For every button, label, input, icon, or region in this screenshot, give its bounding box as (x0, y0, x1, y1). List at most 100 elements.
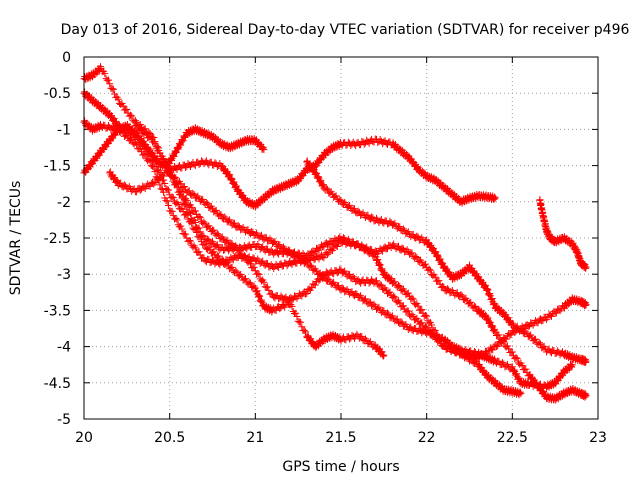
data-point-marker (182, 163, 190, 171)
data-point-marker (293, 312, 301, 320)
data-point-marker (101, 70, 109, 78)
data-point-marker (395, 242, 403, 250)
data-point-marker (227, 174, 235, 182)
data-point-marker (257, 297, 265, 305)
data-point-marker (221, 213, 229, 221)
data-point-marker (245, 278, 253, 286)
data-point-marker (216, 210, 224, 218)
data-point-marker (213, 241, 221, 249)
data-point-marker (516, 388, 524, 396)
data-point-marker (395, 281, 403, 289)
data-point-marker (104, 76, 112, 84)
data-point-marker (283, 262, 291, 270)
data-point-marker (272, 306, 280, 314)
data-point-marker (310, 256, 318, 264)
data-point-marker (361, 335, 369, 343)
data-point-marker (196, 228, 204, 236)
data-point-marker (335, 282, 343, 290)
data-point-marker (346, 201, 354, 209)
data-point-marker (234, 222, 242, 230)
data-point-marker (336, 265, 344, 273)
x-axis-label: GPS time / hours (282, 459, 399, 475)
data-point-marker (398, 244, 406, 252)
data-point-marker (552, 309, 560, 317)
data-point-marker (368, 213, 376, 221)
data-point-marker (507, 331, 515, 339)
data-point-marker (128, 135, 136, 143)
data-point-marker (210, 226, 218, 234)
data-point-marker (413, 253, 421, 261)
data-point-marker (511, 329, 519, 337)
data-point-marker (457, 291, 465, 299)
data-point-marker (109, 85, 117, 93)
data-point-marker (151, 179, 159, 187)
y-tick-label: -3.5 (44, 303, 71, 319)
data-point-marker (259, 144, 267, 152)
data-point-marker (470, 302, 478, 310)
data-point-marker (522, 328, 530, 336)
data-point-marker (177, 222, 185, 230)
data-point-marker (337, 196, 345, 204)
data-point-marker (300, 326, 308, 334)
data-point-marker (162, 197, 170, 205)
x-tick-label: 22.5 (497, 430, 528, 446)
data-point-marker (418, 319, 426, 327)
data-point-marker (133, 141, 141, 149)
data-point-marker (481, 281, 489, 289)
x-tick-label: 20.5 (154, 430, 185, 446)
data-point-marker (325, 275, 333, 283)
data-point-marker (408, 311, 416, 319)
data-point-marker (163, 197, 171, 205)
data-point-marker (423, 312, 431, 320)
data-point-marker (185, 187, 193, 195)
data-point-marker (259, 257, 267, 265)
data-point-marker (513, 355, 521, 363)
data-point-marker (172, 215, 180, 223)
data-point-marker (336, 196, 344, 204)
data-point-marker (276, 305, 284, 313)
data-point-marker (391, 219, 399, 227)
data-point-marker (517, 390, 525, 398)
data-point-marker (443, 285, 451, 293)
data-point-marker (123, 105, 131, 113)
data-point-marker (167, 168, 175, 176)
data-point-marker (490, 327, 498, 335)
data-point-marker (215, 231, 223, 239)
data-point-marker (421, 260, 429, 268)
data-point-marker (199, 195, 207, 203)
data-point-marker (169, 194, 177, 202)
data-point-marker (453, 289, 461, 297)
data-point-marker (414, 302, 422, 310)
data-point-marker (408, 249, 416, 257)
data-point-marker (151, 168, 159, 176)
data-point-marker (191, 219, 199, 227)
data-point-marker (156, 168, 164, 176)
data-point-marker (279, 243, 287, 251)
data-point-marker (259, 243, 267, 251)
data-point-marker (341, 267, 349, 275)
data-point-marker (384, 309, 392, 317)
data-point-marker (128, 129, 136, 137)
data-point-marker (223, 236, 231, 244)
data-point-marker (386, 288, 394, 296)
series-track-9 (536, 196, 590, 272)
x-tick-label: 21 (246, 430, 264, 446)
data-point-marker (161, 179, 169, 187)
data-point-marker (277, 292, 285, 300)
data-point-marker (522, 365, 530, 373)
x-tick-labels: 20 20.5 21 21.5 22 22.5 23 (75, 430, 607, 446)
data-point-marker (391, 293, 399, 301)
data-point-marker (310, 249, 318, 257)
data-series (80, 63, 590, 404)
data-point-marker (254, 270, 262, 278)
data-point-marker (215, 252, 223, 260)
data-point-marker (128, 112, 136, 120)
data-point-marker (372, 277, 380, 285)
data-point-marker (319, 181, 327, 189)
y-tick-label: -2.5 (44, 231, 71, 247)
data-point-marker (492, 343, 500, 351)
data-point-marker (467, 298, 475, 306)
data-point-marker (150, 180, 158, 188)
data-point-marker (172, 174, 180, 182)
